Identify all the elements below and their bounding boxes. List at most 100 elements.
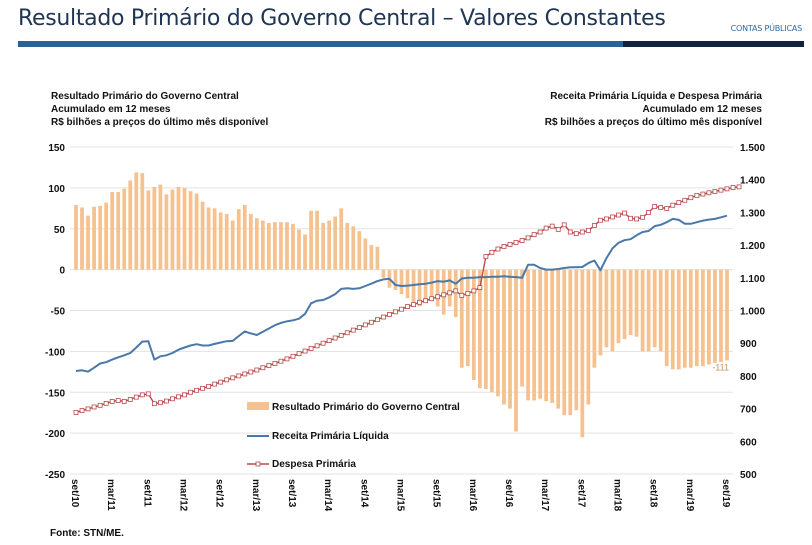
bar	[465, 269, 470, 367]
marker-despesa	[495, 246, 501, 252]
bar	[74, 205, 78, 270]
marker-despesa	[278, 358, 284, 364]
marker-despesa	[314, 343, 320, 349]
marker-despesa	[387, 312, 392, 317]
bar	[92, 206, 96, 270]
marker-despesa	[248, 369, 254, 375]
marker-despesa	[200, 385, 205, 391]
marker-despesa	[561, 222, 567, 228]
bar	[405, 269, 410, 299]
marker-despesa	[718, 187, 724, 193]
x-axis-tick-label: set/17	[575, 479, 586, 508]
marker-despesa	[519, 238, 525, 243]
bar	[122, 188, 127, 270]
bar	[477, 269, 482, 389]
right-axis-tick-label: 700	[740, 405, 757, 416]
right-axis-title-line3: R$ bilhões a preços do último mês dispon…	[544, 117, 762, 128]
bar	[188, 191, 193, 270]
marker-despesa	[188, 389, 193, 395]
bar	[357, 231, 362, 270]
marker-despesa	[525, 235, 531, 241]
marker-despesa	[296, 351, 302, 357]
bar	[176, 187, 181, 270]
marker-despesa	[411, 302, 416, 308]
x-axis-tick-label: mar/19	[684, 479, 695, 512]
marker-despesa	[634, 216, 639, 222]
bar	[363, 238, 368, 270]
x-axis-tick-label: set/10	[69, 479, 80, 508]
marker-despesa	[585, 227, 591, 233]
x-axis-tick-label: set/12	[214, 479, 225, 508]
left-axis-tick-label: -200	[45, 429, 65, 440]
bar	[291, 223, 295, 270]
marker-despesa	[736, 184, 742, 190]
bar	[206, 207, 211, 270]
right-axis-ticks: 1.500 1.400 1.300 1.200 1.100 1.000 900 800 700 6…	[740, 143, 765, 481]
marker-despesa	[194, 387, 199, 393]
left-axis-title-line2: Acumulado em 12 meses	[51, 104, 171, 115]
bar	[339, 208, 344, 270]
right-axis-tick-label: 800	[740, 372, 757, 383]
header-band-blue	[18, 41, 623, 47]
bar	[484, 269, 488, 389]
bar	[273, 222, 277, 270]
marker-despesa	[127, 397, 133, 402]
bar	[538, 269, 543, 399]
x-axis-tick-label: mar/13	[250, 479, 261, 512]
marker-despesa	[447, 290, 453, 296]
bar	[471, 269, 476, 380]
x-axis-tick-label: mar/17	[539, 479, 550, 512]
bar	[598, 269, 603, 356]
bar	[98, 205, 102, 270]
marker-despesa	[477, 285, 483, 291]
marker-despesa	[79, 408, 85, 413]
marker-despesa	[694, 192, 700, 198]
bar	[164, 194, 169, 270]
bar	[713, 269, 717, 363]
x-axis-tick-label: set/18	[648, 479, 659, 508]
bar	[580, 269, 585, 438]
right-axis-tick-label: 500	[740, 470, 757, 481]
marker-despesa	[109, 399, 115, 404]
marker-despesa	[543, 225, 549, 231]
bar	[568, 269, 573, 416]
marker-despesa	[513, 240, 519, 245]
bar	[441, 269, 446, 315]
marker-despesa	[598, 217, 603, 223]
right-axis-tick-label: 1.300	[740, 208, 765, 219]
marker-despesa	[628, 215, 633, 221]
marker-despesa	[224, 377, 230, 383]
marker-despesa	[145, 391, 151, 397]
right-axis-tick-label: 900	[740, 339, 757, 350]
marker-despesa	[640, 214, 646, 220]
marker-despesa	[658, 205, 664, 210]
bar	[664, 269, 669, 367]
left-axis-tick-label: -250	[45, 470, 65, 481]
right-axis-title-line2: Acumulado em 12 meses	[642, 104, 763, 115]
x-axis-tick-label: set/11	[141, 479, 152, 507]
marker-despesa	[133, 394, 139, 400]
marker-despesa	[567, 229, 573, 235]
left-axis-tick-label: 100	[48, 184, 65, 195]
marker-despesa	[381, 314, 386, 320]
bar	[694, 269, 699, 367]
bar	[676, 269, 681, 370]
marker-despesa	[374, 317, 380, 323]
section-tag: CONTAS PÚBLICAS	[730, 24, 803, 33]
marker-despesa	[151, 401, 157, 407]
marker-despesa	[483, 254, 489, 259]
bar	[297, 229, 301, 270]
marker-despesa	[507, 242, 513, 247]
bar	[254, 218, 259, 270]
marker-despesa	[441, 292, 447, 298]
bar	[212, 208, 217, 270]
bar	[508, 269, 512, 409]
bar	[327, 220, 332, 270]
bar	[707, 269, 711, 365]
bar	[429, 269, 434, 299]
bar	[315, 210, 319, 270]
bar	[574, 269, 579, 411]
bar	[496, 269, 500, 397]
bar	[682, 269, 687, 368]
bar	[230, 220, 235, 270]
